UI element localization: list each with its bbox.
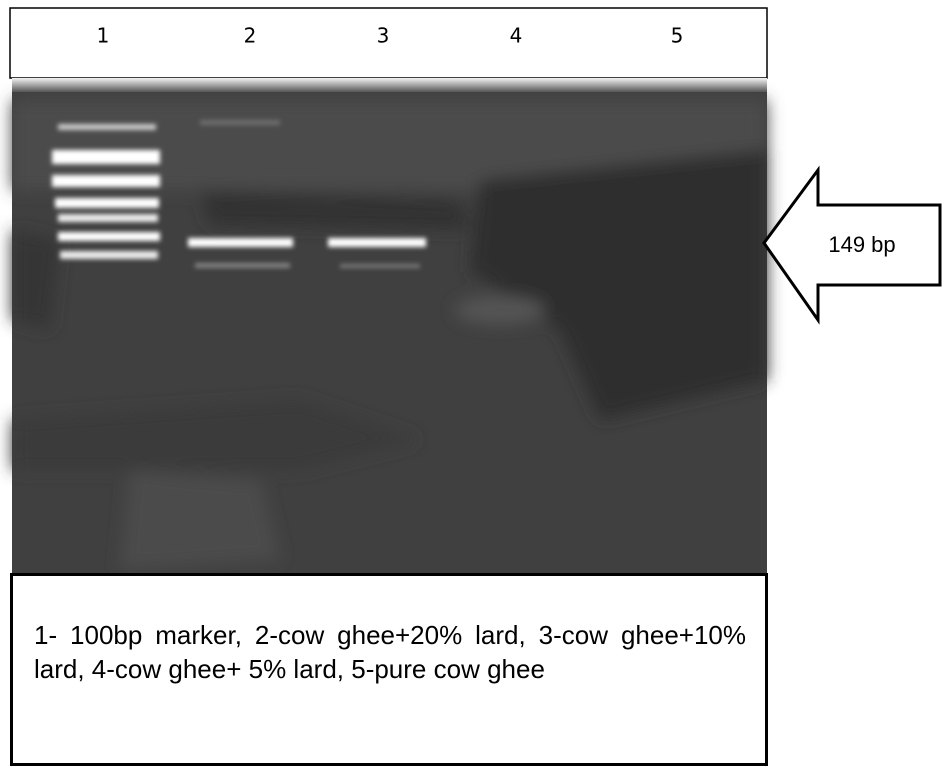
size-label: 149 bp xyxy=(828,232,895,257)
lane-label: 1 xyxy=(97,24,110,48)
figure: 12345 149 bp 1- 100bp xyxy=(0,0,947,769)
gel-image xyxy=(12,78,767,573)
lane-label: 5 xyxy=(671,24,684,48)
caption: 1- 100bp marker, 2-cow ghee+20% lard, 3-… xyxy=(34,618,746,686)
lane-label: 2 xyxy=(244,24,257,48)
lane-label: 3 xyxy=(377,24,390,48)
lane-label: 4 xyxy=(510,24,523,48)
